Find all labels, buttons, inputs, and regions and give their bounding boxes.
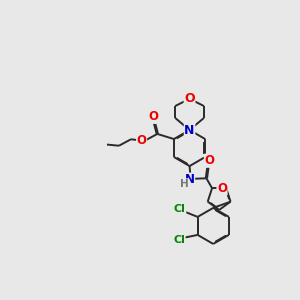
Text: O: O — [217, 182, 227, 195]
Text: O: O — [184, 92, 195, 105]
Text: Cl: Cl — [173, 236, 185, 245]
Text: O: O — [148, 110, 158, 123]
Text: N: N — [184, 124, 195, 136]
Text: O: O — [204, 154, 214, 167]
Text: Cl: Cl — [174, 204, 186, 214]
Text: N: N — [184, 173, 195, 186]
Text: O: O — [136, 134, 147, 147]
Text: H: H — [180, 179, 189, 189]
